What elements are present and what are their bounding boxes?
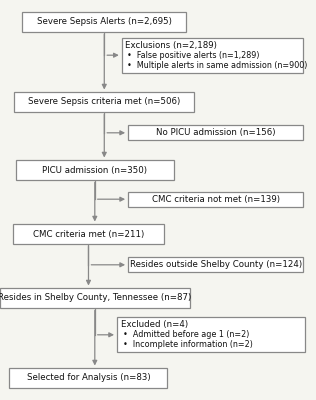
FancyBboxPatch shape — [128, 192, 303, 207]
FancyBboxPatch shape — [22, 12, 186, 32]
FancyBboxPatch shape — [122, 38, 303, 73]
Text: •  Admitted before age 1 (n=2): • Admitted before age 1 (n=2) — [123, 330, 249, 339]
FancyBboxPatch shape — [13, 224, 164, 244]
FancyBboxPatch shape — [117, 317, 305, 352]
Text: PICU admission (n=350): PICU admission (n=350) — [42, 166, 147, 174]
FancyBboxPatch shape — [16, 160, 174, 180]
FancyBboxPatch shape — [14, 92, 194, 112]
Text: •  Multiple alerts in same admission (n=900): • Multiple alerts in same admission (n=9… — [127, 60, 308, 70]
Text: •  False positive alerts (n=1,289): • False positive alerts (n=1,289) — [127, 51, 260, 60]
Text: Excluded (n=4): Excluded (n=4) — [121, 320, 188, 330]
Text: Severe Sepsis Alerts (n=2,695): Severe Sepsis Alerts (n=2,695) — [37, 18, 172, 26]
Text: Resides outside Shelby County (n=124): Resides outside Shelby County (n=124) — [130, 260, 302, 269]
FancyBboxPatch shape — [9, 368, 167, 388]
Text: Resides in Shelby County, Tennessee (n=87): Resides in Shelby County, Tennessee (n=8… — [0, 294, 191, 302]
Text: Selected for Analysis (n=83): Selected for Analysis (n=83) — [27, 374, 150, 382]
Text: Exclusions (n=2,189): Exclusions (n=2,189) — [125, 41, 217, 50]
FancyBboxPatch shape — [128, 257, 303, 272]
Text: CMC criteria not met (n=139): CMC criteria not met (n=139) — [152, 195, 280, 204]
FancyBboxPatch shape — [0, 288, 190, 308]
Text: Severe Sepsis criteria met (n=506): Severe Sepsis criteria met (n=506) — [28, 98, 180, 106]
Text: •  Incomplete information (n=2): • Incomplete information (n=2) — [123, 340, 252, 349]
FancyBboxPatch shape — [128, 125, 303, 140]
Text: CMC criteria met (n=211): CMC criteria met (n=211) — [33, 230, 144, 238]
Text: No PICU admission (n=156): No PICU admission (n=156) — [156, 128, 276, 137]
